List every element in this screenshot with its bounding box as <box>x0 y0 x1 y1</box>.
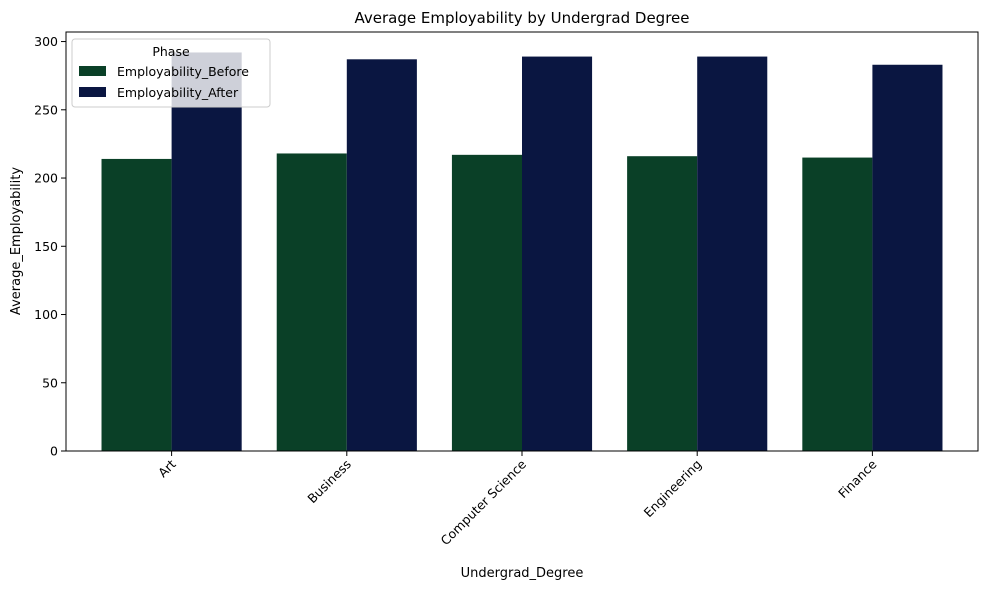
y-axis: 0 50 100 150 200 250 300 <box>34 34 66 459</box>
x-axis: Art Business Computer Science Engineering Fi… <box>155 451 880 548</box>
bar-employability-after-computer-science <box>522 56 593 452</box>
x-tick-label: Finance <box>835 456 880 501</box>
bar-employability-after-business <box>346 59 417 451</box>
y-axis-label: Average_Employability <box>9 167 24 315</box>
legend-box <box>71 38 271 108</box>
y-tick-label: 250 <box>34 102 58 117</box>
bars-layer <box>101 52 943 452</box>
x-tick-label: Art <box>155 456 179 480</box>
y-tick-label: 100 <box>34 307 58 322</box>
legend-swatch <box>79 87 106 97</box>
legend-swatch <box>79 66 106 76</box>
bar-employability-after-art <box>171 52 242 451</box>
y-tick-label: 0 <box>50 444 58 459</box>
legend-label: Employability_Before <box>117 64 249 79</box>
bar-employability-after-finance <box>872 64 943 451</box>
legend-title: Phase <box>152 44 190 59</box>
legend: Phase Employability_BeforeEmployability_… <box>71 38 271 108</box>
bar-employability-before-engineering <box>627 156 698 451</box>
x-axis-label: Undergrad_Degree <box>461 566 584 581</box>
y-tick-label: 150 <box>34 239 58 254</box>
x-tick-label: Business <box>304 457 354 507</box>
y-tick-label: 200 <box>34 171 58 186</box>
legend-entries: Employability_Before Employability_After <box>79 64 249 100</box>
chart-title: Average Employability by Undergrad Degre… <box>354 9 689 27</box>
bar-employability-before-art <box>101 158 172 451</box>
legend-label: Employability_After <box>117 85 239 100</box>
bar-employability-before-business <box>276 153 347 451</box>
x-tick-label: Computer Science <box>437 456 529 548</box>
y-tick-label: 300 <box>34 34 58 49</box>
bar-employability-before-finance <box>802 157 873 451</box>
bar-employability-before-computer-science <box>451 154 522 452</box>
bar-employability-after-engineering <box>697 56 768 452</box>
x-tick-label: Engineering <box>641 457 705 521</box>
y-tick-label: 50 <box>42 375 58 390</box>
